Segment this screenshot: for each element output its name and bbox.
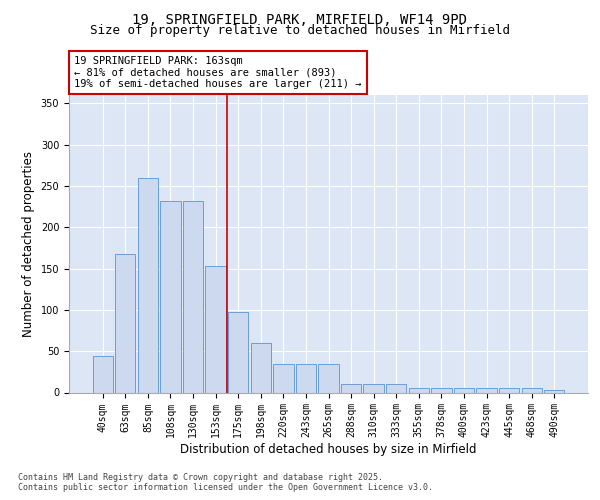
- Bar: [409, 388, 429, 392]
- Bar: [476, 388, 497, 392]
- Bar: [499, 388, 519, 392]
- Text: 19, SPRINGFIELD PARK, MIRFIELD, WF14 9PD: 19, SPRINGFIELD PARK, MIRFIELD, WF14 9PD: [133, 12, 467, 26]
- Bar: [296, 364, 316, 392]
- Bar: [205, 266, 226, 392]
- Bar: [251, 343, 271, 392]
- Bar: [115, 254, 136, 392]
- Y-axis label: Number of detached properties: Number of detached properties: [22, 151, 35, 337]
- Bar: [92, 356, 113, 393]
- X-axis label: Distribution of detached houses by size in Mirfield: Distribution of detached houses by size …: [180, 443, 477, 456]
- Bar: [138, 178, 158, 392]
- Bar: [160, 201, 181, 392]
- Bar: [319, 364, 338, 392]
- Bar: [341, 384, 361, 392]
- Text: Size of property relative to detached houses in Mirfield: Size of property relative to detached ho…: [90, 24, 510, 37]
- Bar: [273, 364, 293, 392]
- Bar: [544, 390, 565, 392]
- Bar: [183, 201, 203, 392]
- Text: 19 SPRINGFIELD PARK: 163sqm
← 81% of detached houses are smaller (893)
19% of se: 19 SPRINGFIELD PARK: 163sqm ← 81% of det…: [74, 56, 362, 89]
- Bar: [386, 384, 406, 392]
- Bar: [228, 312, 248, 392]
- Bar: [454, 388, 474, 392]
- Bar: [521, 388, 542, 392]
- Bar: [431, 388, 452, 392]
- Text: Contains HM Land Registry data © Crown copyright and database right 2025.
Contai: Contains HM Land Registry data © Crown c…: [18, 472, 433, 492]
- Bar: [364, 384, 384, 392]
